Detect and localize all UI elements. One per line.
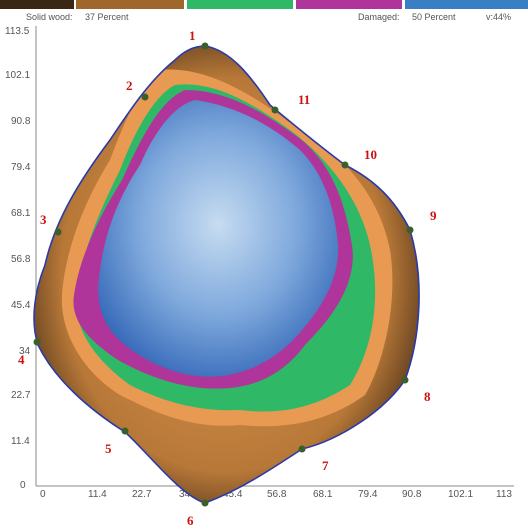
sensor-point[interactable] <box>201 42 209 50</box>
y-tick-label: 102.1 <box>5 70 30 81</box>
legend-solid-label: Solid wood: <box>26 12 73 22</box>
sensor-label: 3 <box>40 212 47 227</box>
y-tick-label: 90.8 <box>11 116 31 127</box>
y-tick-label: 68.1 <box>11 208 31 219</box>
sensor-label: 11 <box>298 92 310 107</box>
sensor-label: 6 <box>187 513 194 528</box>
sensor-point[interactable] <box>298 445 306 453</box>
sensor-point[interactable] <box>401 376 409 384</box>
x-tick-label: 22.7 <box>132 489 152 500</box>
sensor-label: 1 <box>189 28 196 43</box>
x-tick-labels: 0 11.4 22.7 34 45.4 56.8 68.1 79.4 90.8 … <box>40 489 512 500</box>
y-tick-label: 56.8 <box>11 254 31 265</box>
y-tick-label: 22.7 <box>11 390 31 401</box>
sensor-labels: 1 2 3 4 5 6 7 8 9 10 11 <box>18 28 437 528</box>
x-tick-label: 68.1 <box>313 489 333 500</box>
legend-swatch-solid <box>0 0 74 9</box>
y-tick-label: 0 <box>20 480 26 491</box>
y-tick-labels: 113.5 102.1 90.8 79.4 68.1 56.8 45.4 34 … <box>5 26 31 491</box>
legend-velocity: v:44% <box>486 12 512 22</box>
sensor-point[interactable] <box>406 226 414 234</box>
legend-swatch-sound <box>76 0 184 9</box>
cavity-region <box>98 100 339 377</box>
sensor-point[interactable] <box>121 427 129 435</box>
sensor-label: 8 <box>424 389 431 404</box>
x-tick-label: 90.8 <box>402 489 422 500</box>
x-tick-label: 0 <box>40 489 46 500</box>
legend-solid-value: 37 Percent <box>85 12 129 22</box>
legend-damaged-value: 50 Percent <box>412 12 456 22</box>
x-tick-label: 113 <box>496 489 512 500</box>
legend-bar: Solid wood: 37 Percent Damaged: 50 Perce… <box>0 0 528 24</box>
legend-swatch-cavity <box>405 0 528 9</box>
x-tick-label: 45.4 <box>223 489 243 500</box>
x-tick-label: 34 <box>179 489 191 500</box>
sensor-point[interactable] <box>141 93 149 101</box>
y-tick-label: 34 <box>19 346 31 357</box>
sensor-point[interactable] <box>54 228 62 236</box>
y-tick-label: 45.4 <box>11 300 31 311</box>
sensor-points <box>33 42 414 507</box>
y-tick-label: 79.4 <box>11 162 31 173</box>
sensor-point[interactable] <box>341 161 349 169</box>
x-tick-label: 11.4 <box>88 489 107 500</box>
sensor-label: 4 <box>18 352 25 367</box>
x-tick-label: 56.8 <box>267 489 287 500</box>
sensor-label: 2 <box>126 78 133 93</box>
x-tick-label: 102.1 <box>448 489 473 500</box>
x-tick-label: 79.4 <box>358 489 378 500</box>
y-tick-label: 11.4 <box>11 436 30 447</box>
sensor-label: 7 <box>322 458 329 473</box>
sensor-label: 10 <box>364 147 377 162</box>
sensor-label: 5 <box>105 441 112 456</box>
tomogram-image <box>34 46 420 503</box>
legend-swatch-damaged <box>296 0 402 9</box>
sensor-label: 9 <box>430 208 437 223</box>
y-tick-label: 113.5 <box>5 26 30 37</box>
legend-swatch-transition <box>187 0 293 9</box>
sensor-point[interactable] <box>201 499 209 507</box>
sensor-point[interactable] <box>33 338 41 346</box>
sensor-point[interactable] <box>271 106 279 114</box>
tomogram-plot: 113.5 102.1 90.8 79.4 68.1 56.8 45.4 34 … <box>5 26 514 528</box>
legend-damaged-label: Damaged: <box>358 12 400 22</box>
